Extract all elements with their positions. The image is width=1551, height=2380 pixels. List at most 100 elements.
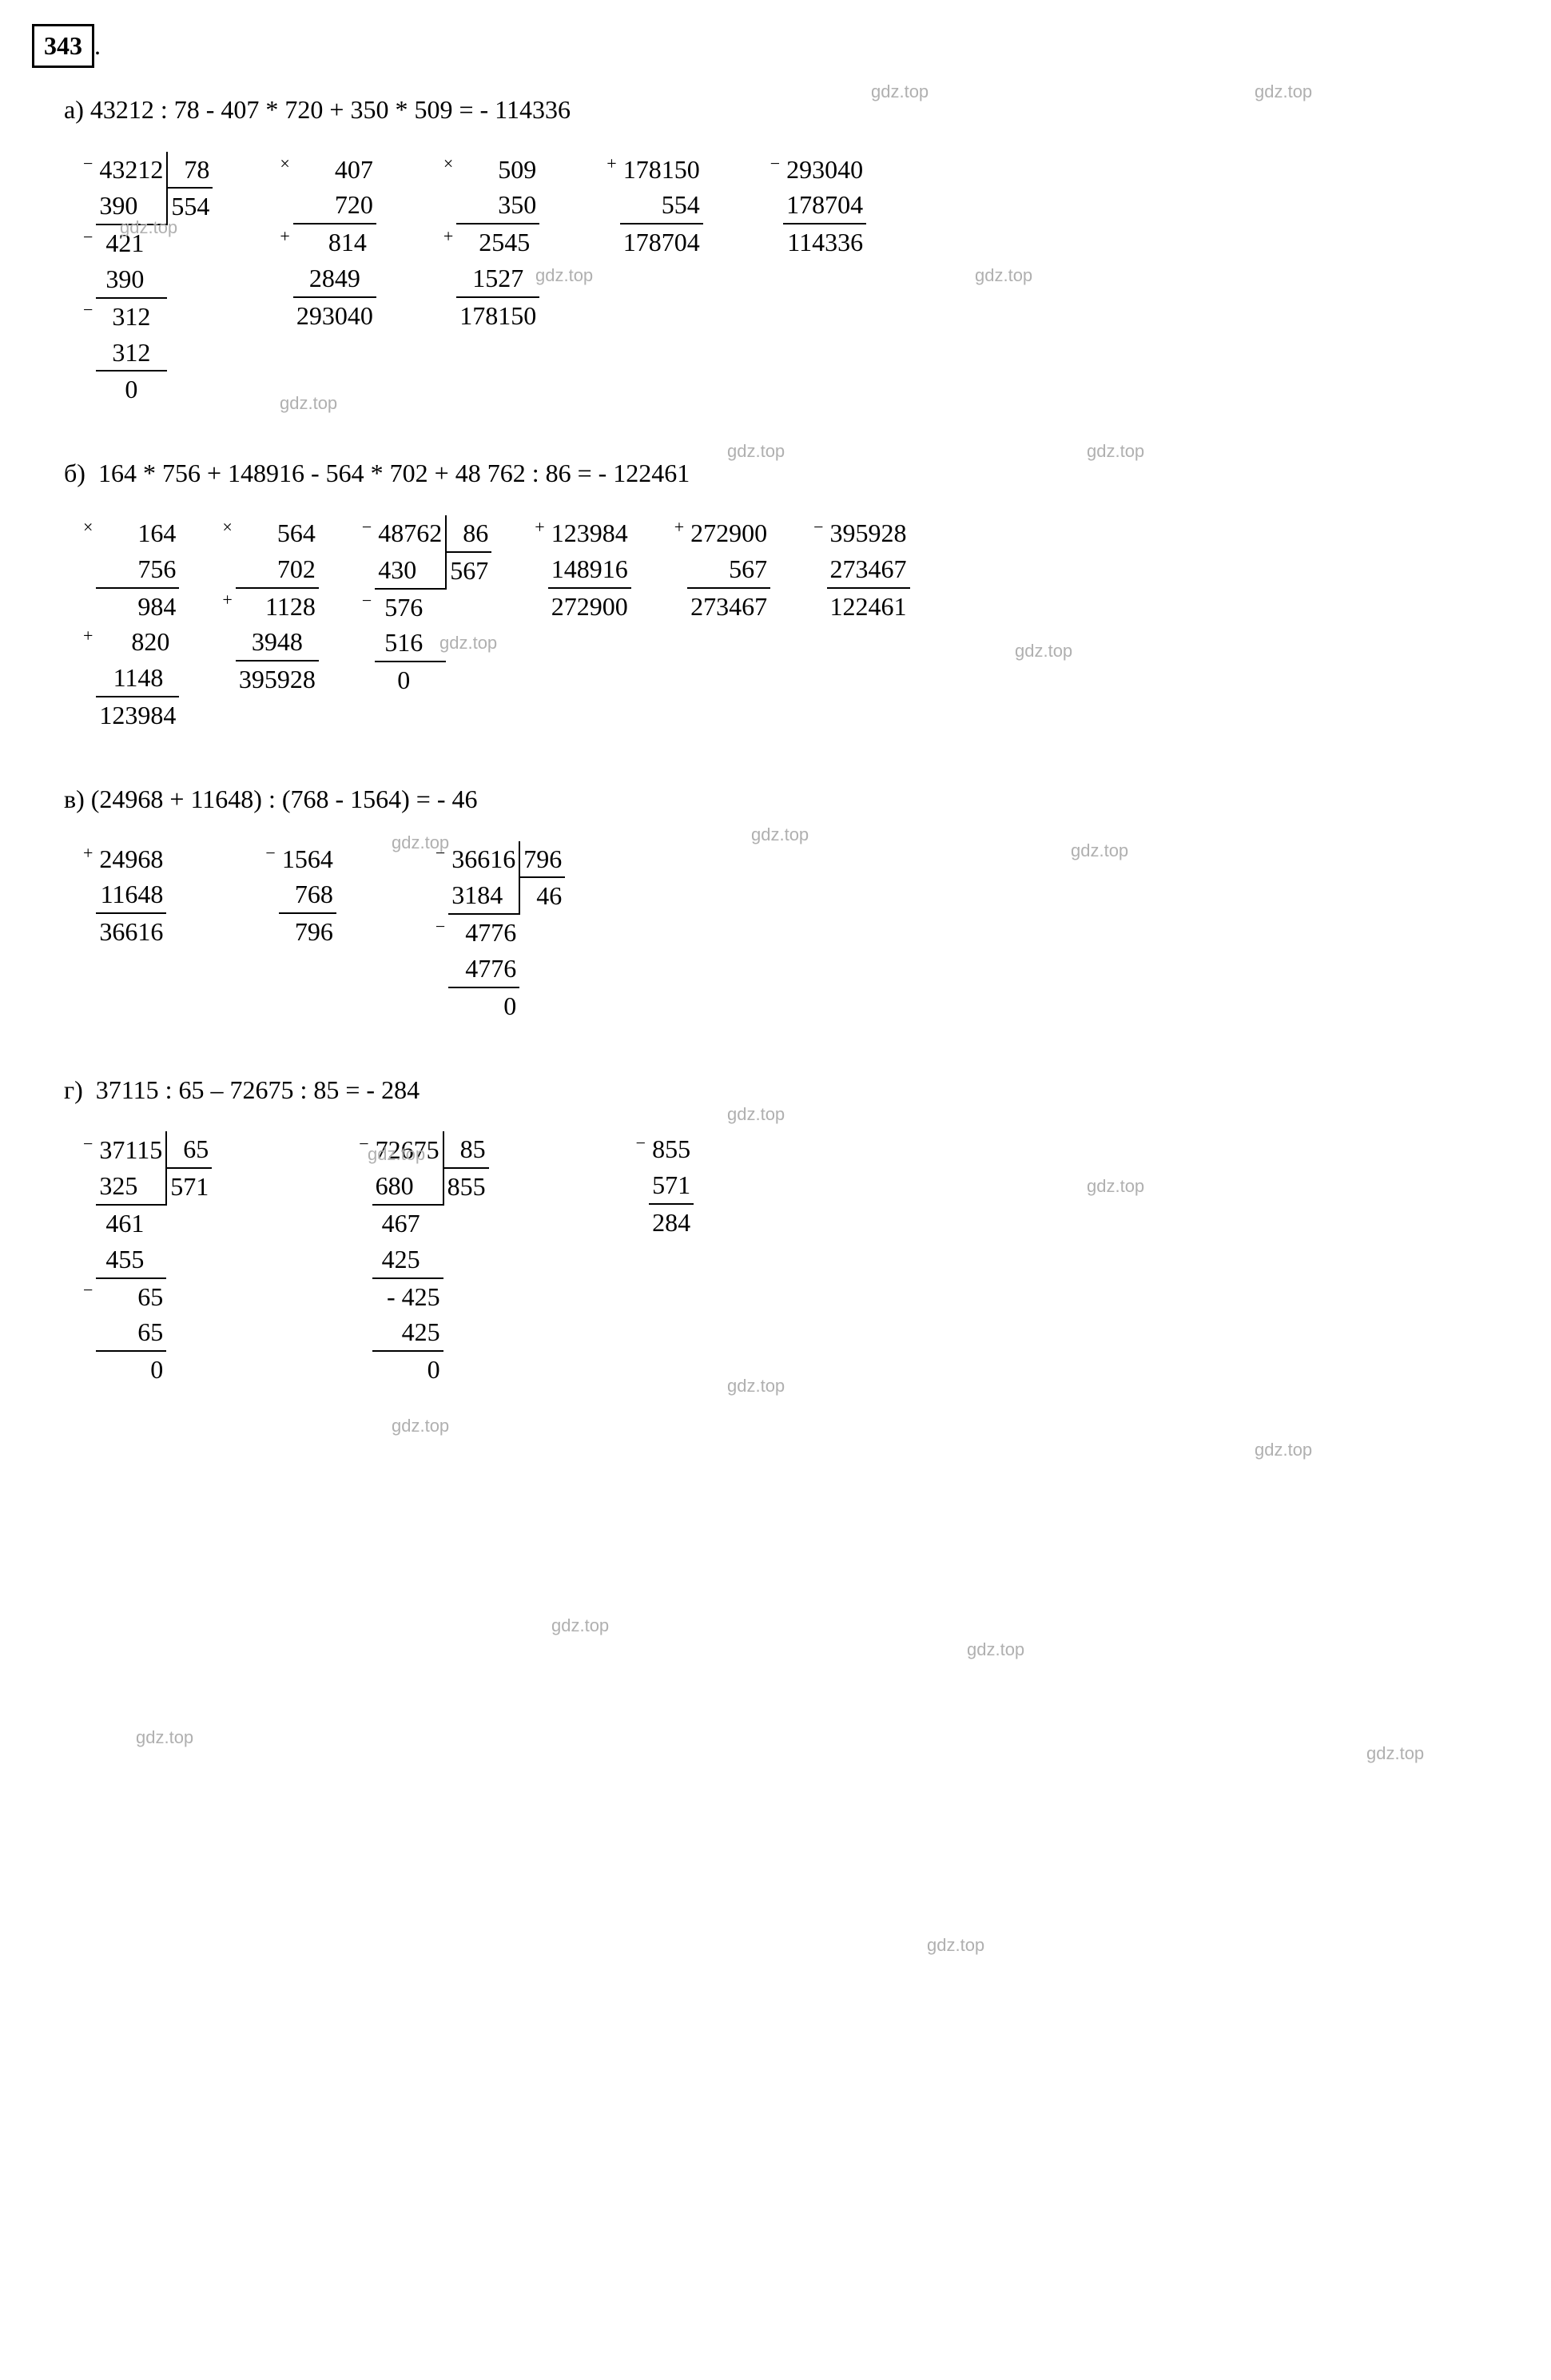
a-m1-r: 293040 <box>293 297 376 334</box>
b-div-s4: 0 <box>375 662 446 698</box>
b-a1-r: 272900 <box>548 588 631 625</box>
a-add-b: 554 <box>620 187 703 224</box>
label-c: в) <box>64 785 85 813</box>
calc-row-d: −3711565 325 571 461 455 −65 65 0 −72675… <box>80 1131 1519 1388</box>
d-d1-s3: 455 <box>96 1242 166 1278</box>
watermark-text: gdz.top <box>136 1726 193 1750</box>
b-m1-p2: 820 <box>96 624 179 660</box>
d-d2-s1: 680 <box>372 1168 443 1205</box>
b-m1-r: 123984 <box>96 697 179 733</box>
label-b: б) <box>64 459 86 487</box>
section-b: б) 164 * 756 + 148916 - 564 * 702 + 48 7… <box>32 455 1519 733</box>
calc-b-div: −4876286 430 567 − 576 516 0 <box>359 515 491 698</box>
d-d1-s4: 65 <box>96 1278 166 1315</box>
b-m2-p1: 1128 <box>236 588 319 625</box>
equation-a: а) 43212 : 78 - 407 * 720 + 350 * 509 = … <box>64 92 1519 128</box>
c-a-a: 24968 <box>96 841 166 877</box>
a-sub-r: 114336 <box>783 224 866 260</box>
b-m2-a: 564 <box>236 515 319 551</box>
watermark-text: gdz.top <box>967 1638 1024 1663</box>
calc-d-sub: −855 571 284 <box>633 1131 694 1240</box>
d-s-a: 855 <box>649 1131 694 1167</box>
c-div-s2: 4776 <box>448 914 519 951</box>
b-m1-b: 756 <box>96 551 179 588</box>
b-a1-b: 148916 <box>548 551 631 588</box>
problem-number-box: 343. <box>32 24 1519 84</box>
c-div-dv: 796 <box>519 841 565 878</box>
a-m1-b: 720 <box>293 187 376 224</box>
b-div-s2: 576 <box>375 589 446 626</box>
a-add-r: 178704 <box>620 224 703 260</box>
c-div-s4: 0 <box>448 987 519 1024</box>
b-div-dividend: 48762 <box>375 515 446 552</box>
eq-b-text: 164 * 756 + 148916 - 564 * 702 + 48 762 … <box>98 459 690 487</box>
b-s-b: 273467 <box>827 551 910 588</box>
c-div-d: 36616 <box>448 841 519 878</box>
a-m2-b: 350 <box>456 187 539 224</box>
calc-b-add1: +123984 148916 272900 <box>531 515 630 624</box>
calc-d-div2: −7267585 680 855 467 425 - 425 425 0 <box>356 1131 488 1388</box>
calc-d-div1: −3711565 325 571 461 455 −65 65 0 <box>80 1131 212 1388</box>
c-div-s3: 4776 <box>448 951 519 987</box>
section-c: в) (24968 + 11648) : (768 - 1564) = - 46… <box>32 781 1519 1024</box>
a-sub-a: 293040 <box>783 152 866 188</box>
calc-c-sub: −1564 768 796 <box>262 841 336 950</box>
watermark-text: gdz.top <box>927 1933 984 1958</box>
a-sub-b: 178704 <box>783 187 866 224</box>
watermark-text: gdz.top <box>1366 1742 1424 1766</box>
calc-b-sub: −395928 273467 122461 <box>810 515 909 624</box>
calc-c-add: +24968 11648 36616 <box>80 841 166 950</box>
b-m2-p2: 3948 <box>236 624 319 661</box>
d-s-r: 284 <box>649 1204 694 1241</box>
b-m2-r: 395928 <box>236 661 319 697</box>
b-a1-a: 123984 <box>548 515 631 551</box>
c-a-r: 36616 <box>96 913 166 950</box>
a-add-a: 178150 <box>620 152 703 188</box>
calc-a-div: −4321278 390 554 − 421 390 − 312 312 0 <box>80 152 213 408</box>
a-div-quot: 554 <box>167 188 213 224</box>
a-div-s3: 390 <box>96 261 167 298</box>
b-div-s1: 430 <box>375 552 446 589</box>
c-div-q: 46 <box>519 877 565 914</box>
a-div-s2: 421 <box>96 224 167 261</box>
d-d2-s4: - 425 <box>372 1278 443 1315</box>
eq-c-text: (24968 + 11648) : (768 - 1564) = - 46 <box>91 785 478 813</box>
watermark-text: gdz.top <box>551 1614 609 1639</box>
a-m2-r: 178150 <box>456 297 539 334</box>
a-m1-p2: 2849 <box>293 260 376 297</box>
d-d2-dv: 85 <box>443 1131 489 1168</box>
c-s-r: 796 <box>279 913 336 950</box>
a-div-dividend: 43212 <box>96 152 167 189</box>
b-s-r: 122461 <box>827 588 910 625</box>
d-d1-dv: 65 <box>166 1131 212 1168</box>
b-a2-r: 273467 <box>687 588 770 625</box>
d-d2-d: 72675 <box>372 1131 443 1168</box>
equation-c: в) (24968 + 11648) : (768 - 1564) = - 46 <box>64 781 1519 817</box>
b-div-q: 567 <box>446 552 491 589</box>
a-div-s1: 390 <box>96 188 167 224</box>
c-div-s1: 3184 <box>448 877 519 914</box>
d-s-b: 571 <box>649 1167 694 1204</box>
calc-a-add: +178150 554 178704 <box>603 152 702 260</box>
d-d2-s2: 467 <box>372 1205 443 1242</box>
b-m1-a: 164 <box>96 515 179 551</box>
calc-row-c: +24968 11648 36616 −1564 768 796 −366167… <box>80 841 1519 1024</box>
d-d1-s5: 65 <box>96 1314 166 1351</box>
d-d1-s2: 461 <box>96 1205 166 1242</box>
watermark-text: gdz.top <box>1255 1438 1312 1463</box>
d-d1-s1: 325 <box>96 1168 166 1205</box>
eq-d-text: 37115 : 65 – 72675 : 85 = - 284 <box>96 1075 420 1104</box>
section-a: а) 43212 : 78 - 407 * 720 + 350 * 509 = … <box>32 92 1519 407</box>
a-div-s4: 312 <box>96 298 167 335</box>
label-d: г) <box>64 1075 83 1104</box>
a-div-divisor: 78 <box>167 152 213 189</box>
eq-a-text: 43212 : 78 - 407 * 720 + 350 * 509 = - 1… <box>90 95 571 124</box>
problem-number: 343 <box>32 24 94 68</box>
b-m1-p1: 984 <box>96 588 179 625</box>
a-m2-p1: 2545 <box>456 224 539 260</box>
b-m1-p3: 1148 <box>96 660 179 697</box>
c-a-b: 11648 <box>96 876 166 913</box>
equation-b: б) 164 * 756 + 148916 - 564 * 702 + 48 7… <box>64 455 1519 491</box>
a-m2-p2: 1527 <box>456 260 539 297</box>
calc-c-div: −36616796 3184 46 −4776 4776 0 <box>432 841 565 1024</box>
